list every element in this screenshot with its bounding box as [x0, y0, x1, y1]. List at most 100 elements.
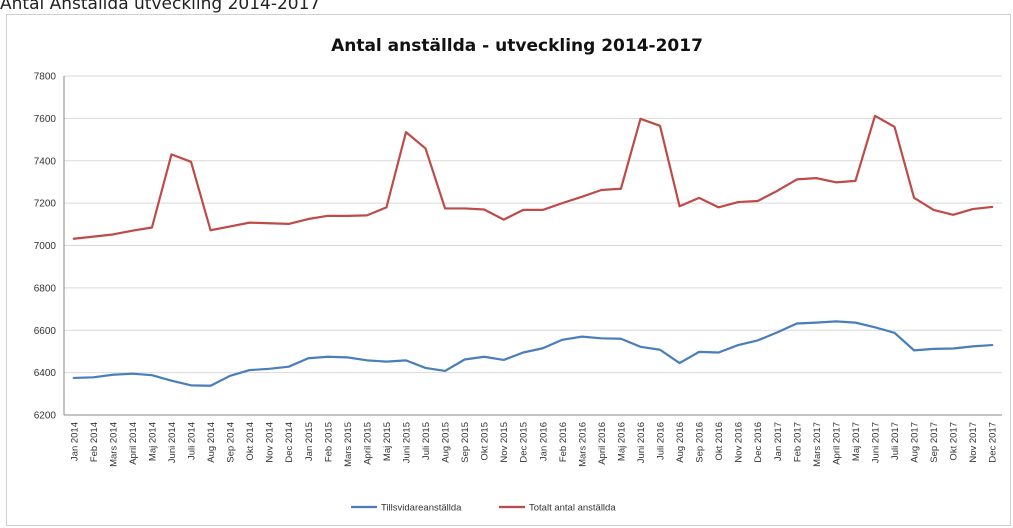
data-point [171, 380, 173, 382]
x-tick-label: Mars 2016 [577, 422, 588, 467]
x-tick-label: Nov 2017 [968, 422, 979, 463]
data-point [210, 385, 212, 387]
data-point [405, 360, 407, 362]
data-point [874, 115, 876, 117]
data-point [151, 227, 153, 229]
series-line-2 [72, 114, 994, 240]
data-point [601, 338, 603, 340]
data-point [288, 366, 290, 368]
data-point [425, 367, 427, 369]
x-tick-label: Feb 2016 [558, 422, 569, 462]
x-tick-label: Juli 2016 [656, 422, 667, 460]
data-point [796, 323, 798, 325]
data-point [542, 209, 544, 211]
data-point [855, 180, 857, 182]
data-point [347, 357, 349, 359]
line-chart: Antal anställda - utveckling 2014-2017 6… [34, 36, 1002, 514]
data-point [659, 125, 661, 127]
data-point [640, 118, 642, 120]
y-tick-label: 6200 [34, 411, 57, 422]
x-tick-label: Feb 2017 [792, 422, 803, 462]
x-tick-label: Sep 2015 [460, 422, 471, 463]
data-point [73, 377, 75, 379]
data-point [93, 376, 95, 378]
x-tick-label: Dec 2016 [753, 422, 764, 463]
data-point [679, 206, 681, 208]
y-tick-label: 7000 [34, 241, 57, 252]
data-point [268, 368, 270, 370]
data-point [562, 202, 564, 204]
data-point [972, 346, 974, 348]
y-tick-label: 6600 [34, 326, 57, 337]
data-point [190, 161, 192, 163]
x-tick-label: Feb 2014 [89, 422, 100, 462]
x-tick-label: Dec 2015 [519, 422, 530, 463]
data-point [288, 223, 290, 225]
x-tick-label: April 2017 [831, 422, 842, 465]
series-lines [72, 114, 994, 387]
x-tick-label: Maj 2015 [382, 422, 393, 461]
data-point [327, 215, 329, 217]
x-tick-label: Sep 2016 [695, 422, 706, 463]
data-point [874, 326, 876, 328]
data-point [796, 179, 798, 181]
data-point [542, 347, 544, 349]
data-point [405, 131, 407, 133]
x-tick-label: Mars 2014 [108, 422, 119, 467]
data-point [757, 200, 759, 202]
x-tick-label: Okt 2016 [714, 422, 725, 461]
x-tick-label: Feb 2015 [323, 422, 334, 462]
x-tick-label: Sep 2017 [929, 422, 940, 463]
data-point [581, 196, 583, 198]
x-tick-label: Juni 2017 [870, 422, 881, 463]
x-tick-label: Maj 2014 [147, 422, 158, 461]
data-point [913, 197, 915, 199]
data-point [327, 356, 329, 358]
data-point [249, 222, 251, 224]
data-point [952, 348, 954, 350]
x-tick-label: Maj 2016 [616, 422, 627, 461]
x-tick-label: Jan 2014 [69, 422, 80, 461]
data-point [347, 215, 349, 217]
x-tick-label: Jan 2017 [773, 422, 784, 461]
x-tick-label: Mars 2015 [343, 422, 354, 467]
data-point [112, 234, 114, 236]
x-axis-ticks: Jan 2014 Feb 2014 Mars 2014 April 2014 Maj 2… [69, 422, 998, 467]
data-point [698, 351, 700, 353]
data-point [757, 340, 759, 342]
x-tick-label: Okt 2015 [480, 422, 491, 461]
legend: Tillsvidareanställda Totalt antal anställ… [351, 503, 616, 514]
data-point [835, 321, 837, 323]
x-tick-label: Dec 2014 [284, 422, 295, 463]
y-tick-label: 6400 [34, 368, 57, 379]
data-point [640, 346, 642, 348]
data-point [933, 209, 935, 211]
chart-frame: Antal anställda - utveckling 2014-2017 6… [6, 14, 1011, 526]
y-tick-label: 7600 [34, 114, 57, 125]
chart-title: Antal anställda - utveckling 2014-2017 [331, 36, 703, 56]
data-point [620, 338, 622, 340]
data-point [933, 348, 935, 350]
data-point [307, 218, 309, 220]
data-point [718, 352, 720, 354]
data-point [522, 352, 524, 354]
x-tick-label: Jan 2015 [304, 422, 315, 461]
data-point [151, 374, 153, 376]
x-tick-label: Juni 2014 [167, 422, 178, 463]
x-tick-label: Nov 2016 [734, 422, 745, 463]
data-point [620, 188, 622, 190]
data-point [464, 208, 466, 210]
data-point [444, 370, 446, 372]
data-point [444, 208, 446, 210]
x-tick-label: Aug 2016 [675, 422, 686, 463]
x-tick-label: April 2015 [362, 422, 373, 465]
data-point [522, 209, 524, 211]
axes [63, 76, 1002, 416]
x-tick-label: Aug 2015 [441, 422, 452, 463]
x-tick-label: Juni 2015 [401, 422, 412, 463]
data-point [718, 207, 720, 209]
data-point [952, 214, 954, 216]
data-point [190, 385, 192, 387]
data-point [659, 349, 661, 351]
data-point [132, 373, 134, 375]
